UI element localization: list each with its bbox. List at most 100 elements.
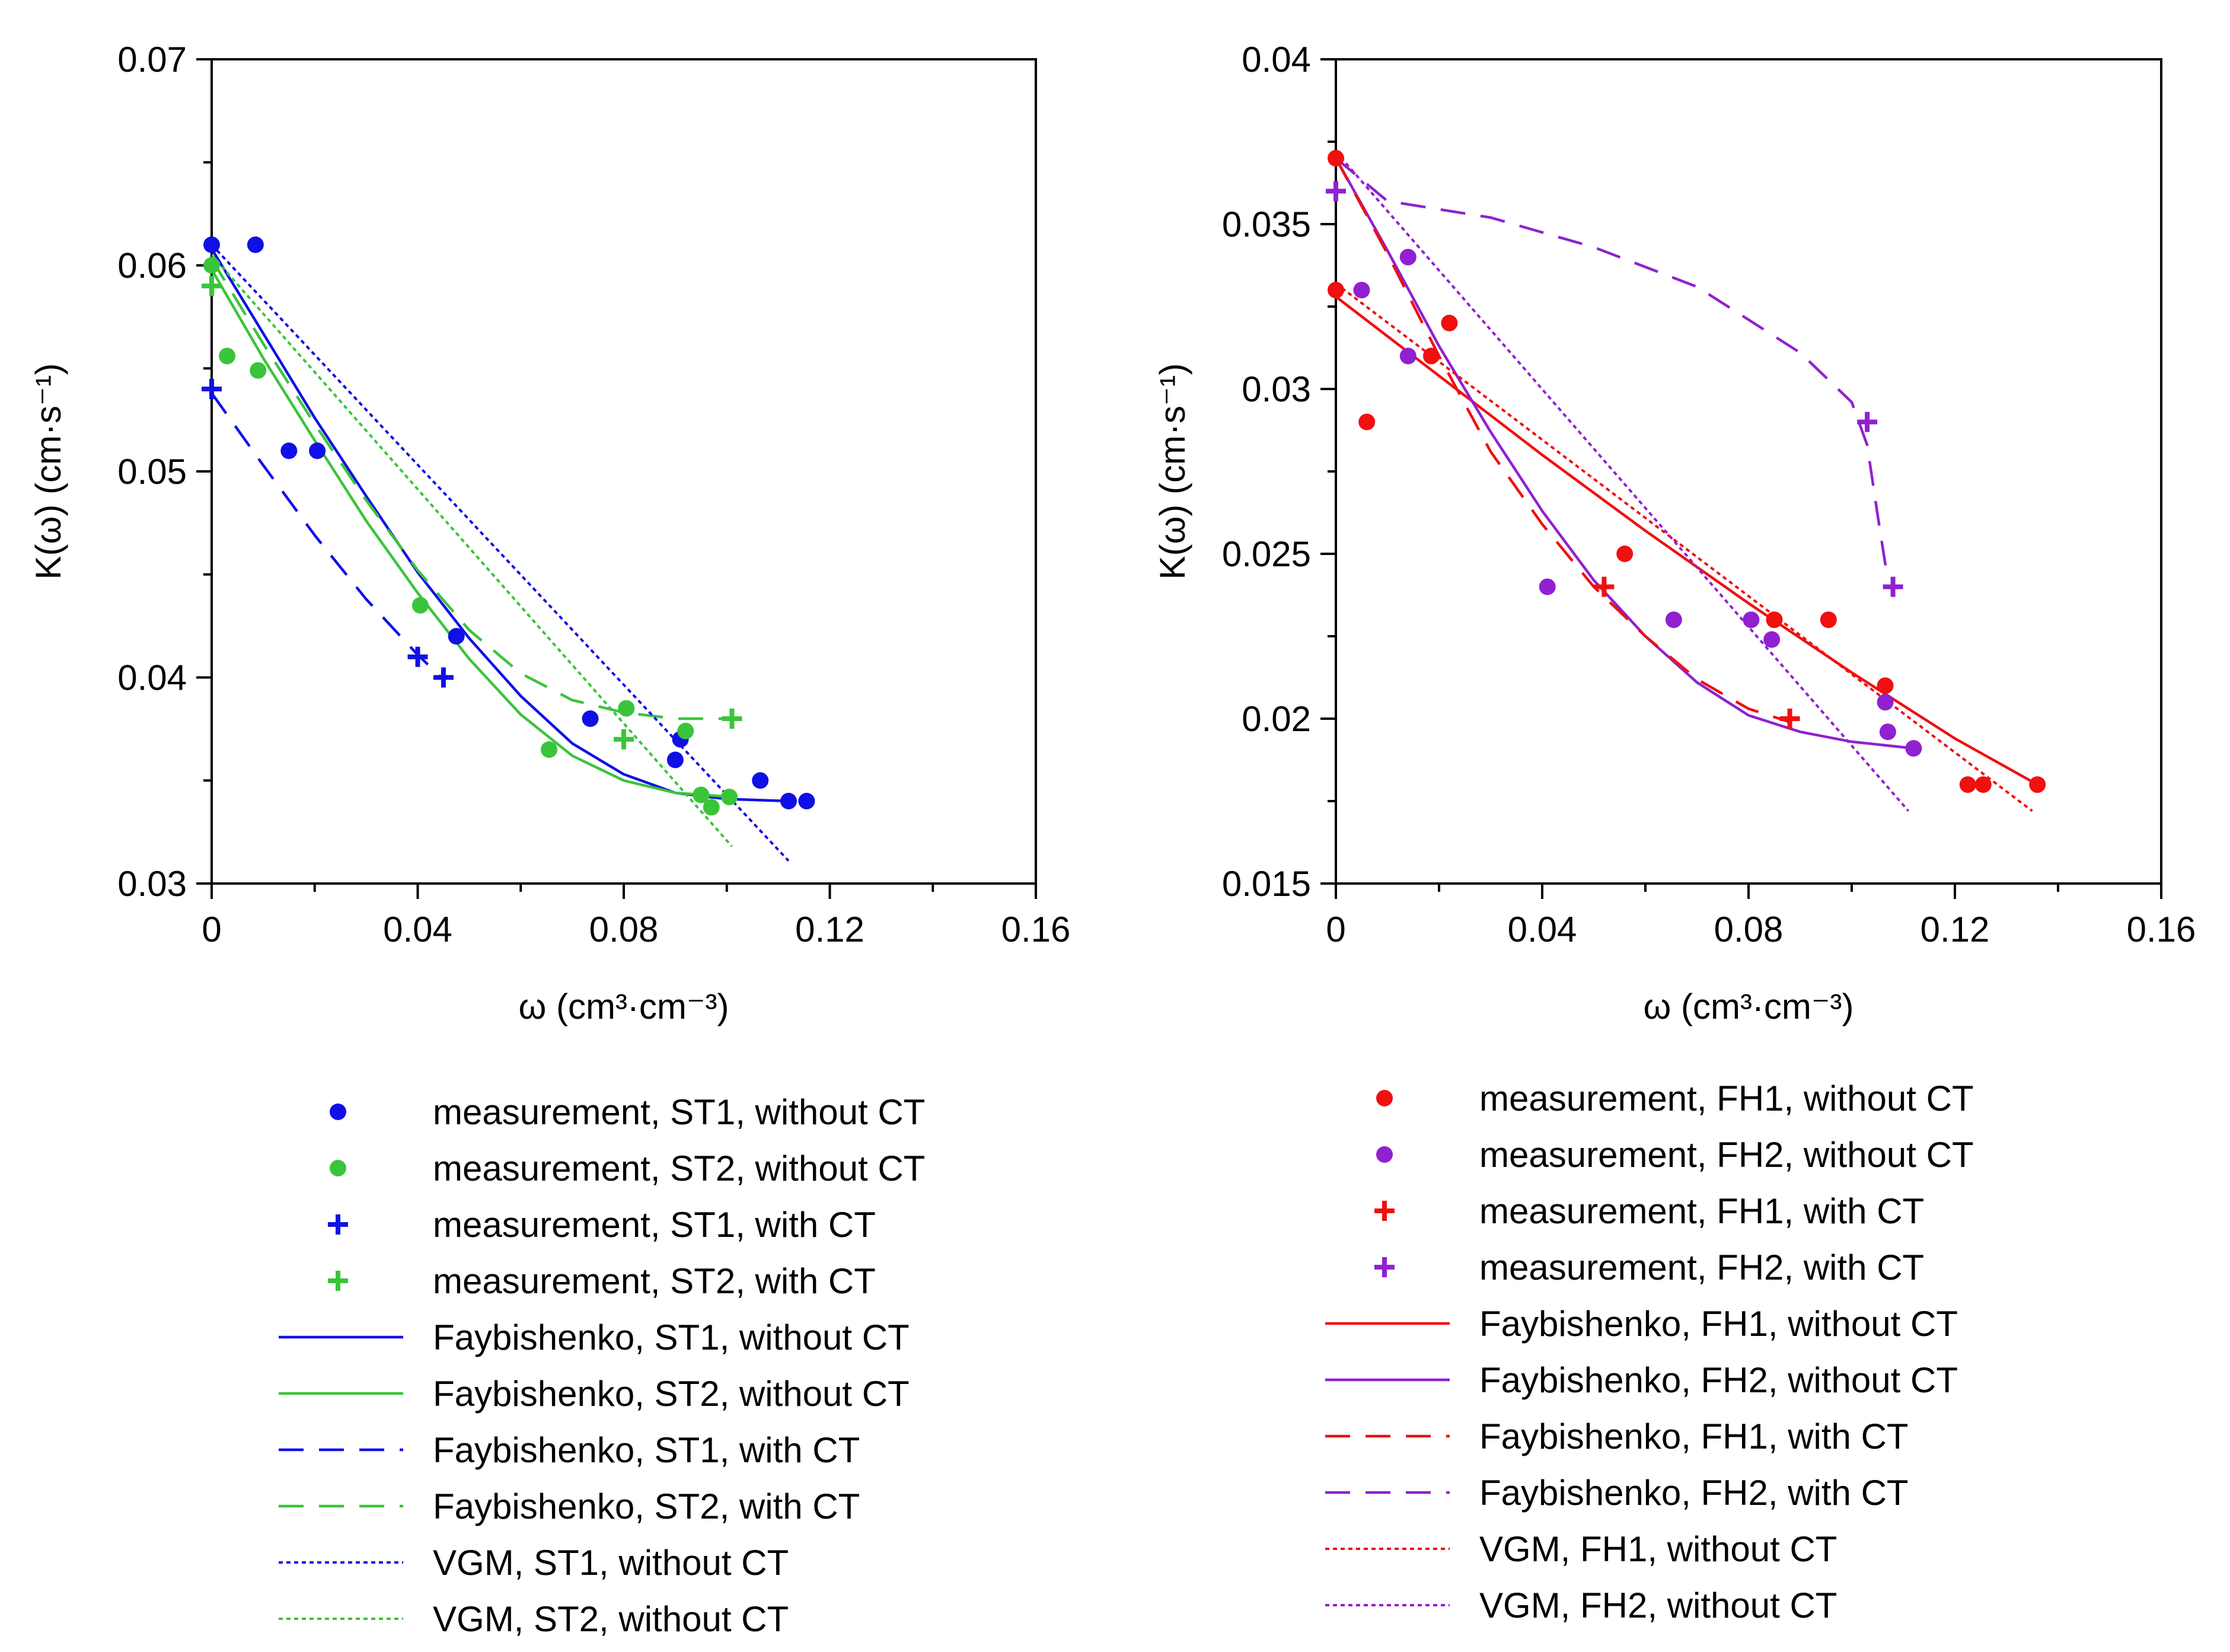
x-tick-label: 0.04	[1508, 910, 1577, 949]
data-point-measurement-fh2-without-ct	[1539, 578, 1556, 595]
data-point-measurement-st2-with-ct	[202, 276, 222, 296]
data-point-measurement-st2-without-ct	[541, 741, 558, 758]
legend-label: VGM, ST2, without CT	[433, 1599, 789, 1639]
x-axis-title: ω (cm³·cm⁻³)	[1643, 987, 1853, 1026]
legend-swatch	[1374, 1201, 1395, 1221]
y-axis-title: K(ω) (cm·s⁻¹)	[28, 363, 68, 579]
plot-area	[212, 244, 790, 862]
legend-item-measurement-fh1-with-ct: measurement, FH1, with CT	[1374, 1191, 1924, 1231]
legend-label: measurement, FH2, with CT	[1479, 1248, 1924, 1287]
y-axis-title: K(ω) (cm·s⁻¹)	[1153, 363, 1192, 579]
right-chart: 0 0.04 0.08 0.12 0.16 0.015 0.02 0.025 0.03 0.035…	[1153, 40, 2196, 1026]
legend-swatch	[1374, 1257, 1395, 1277]
y-tick-label: 0.02	[1242, 699, 1311, 739]
right-legend: measurement, FH1, without CT measurement,…	[1325, 1079, 1974, 1625]
series-line-faybishenko-fh1-with-ct	[1336, 157, 1791, 723]
legend-item-measurement-st1-without-ct: measurement, ST1, without CT	[330, 1092, 925, 1132]
legend-item-faybishenko-fh1-without-ct: Faybishenko, FH1, without CT	[1325, 1304, 1958, 1344]
data-point-measurement-fh1-without-ct	[2029, 776, 2046, 793]
data-point-measurement-st1-with-ct	[202, 379, 222, 399]
legend-item-measurement-st1-with-ct: measurement, ST1, with CT	[328, 1205, 876, 1245]
data-point-measurement-st2-without-ct	[219, 347, 236, 365]
legend-item-vgm-fh1-without-ct: VGM, FH1, without CT	[1325, 1529, 1837, 1569]
legend-item-measurement-fh2-without-ct: measurement, FH2, without CT	[1376, 1135, 1974, 1175]
left-chart: 0 0.04 0.08 0.12 0.16 0.03 0.04 0.05 0.06 0.07 ω (…	[28, 40, 1070, 1026]
data-point-measurement-st2-without-ct	[250, 362, 267, 379]
series-line-faybishenko-st2-with-ct	[212, 258, 727, 720]
data-point-measurement-fh1-without-ct	[1820, 611, 1837, 629]
y-tick-label: 0.05	[117, 452, 187, 492]
legend-label: measurement, ST2, with CT	[433, 1261, 876, 1301]
x-tick-label: 0	[202, 910, 221, 949]
series-line-vgm-fh1-without-ct	[1336, 282, 2033, 812]
data-point-measurement-st1-without-ct	[309, 442, 326, 460]
data-point-measurement-fh2-without-ct	[1879, 723, 1896, 741]
y-tick-label: 0.04	[117, 658, 187, 698]
legend-item-faybishenko-st1-without-ct: Faybishenko, ST1, without CT	[279, 1318, 910, 1357]
series-line-faybishenko-st2-without-ct	[212, 269, 732, 799]
data-point-measurement-st2-without-ct	[693, 786, 710, 803]
data-point-measurement-fh1-with-ct	[1594, 576, 1615, 597]
legend-label: Faybishenko, ST2, with CT	[433, 1487, 860, 1526]
data-point-measurement-st2-without-ct	[618, 700, 635, 717]
legend-item-vgm-st1-without-ct: VGM, ST1, without CT	[279, 1543, 789, 1583]
data-point-measurement-fh2-without-ct	[1399, 347, 1417, 365]
legend-label: measurement, ST1, with CT	[433, 1205, 876, 1245]
legend-item-faybishenko-fh2-with-ct: Faybishenko, FH2, with CT	[1325, 1473, 1909, 1513]
data-point-measurement-fh1-without-ct	[1766, 611, 1783, 629]
legend-item-measurement-fh2-with-ct: measurement, FH2, with CT	[1374, 1248, 1924, 1287]
legend-label: VGM, FH1, without CT	[1479, 1529, 1837, 1569]
legend-swatch	[328, 1214, 348, 1235]
x-tick-label: 0	[1326, 910, 1345, 949]
legend-label: Faybishenko, FH1, with CT	[1479, 1417, 1909, 1456]
legend-label: Faybishenko, FH2, without CT	[1479, 1360, 1958, 1400]
data-point-measurement-st2-without-ct	[203, 257, 220, 274]
data-point-measurement-st2-without-ct	[703, 799, 720, 816]
data-point-measurement-fh2-without-ct	[1905, 740, 1922, 757]
plot-area	[1336, 151, 2038, 812]
x-tick-label: 0.08	[589, 910, 659, 949]
legend-label: measurement, FH2, without CT	[1479, 1135, 1974, 1175]
legend-item-faybishenko-fh1-with-ct: Faybishenko, FH1, with CT	[1325, 1417, 1909, 1456]
data-point-measurement-st2-without-ct	[677, 722, 694, 739]
data-point-measurement-st1-without-ct	[448, 628, 465, 645]
legend-item-faybishenko-fh2-without-ct: Faybishenko, FH2, without CT	[1325, 1360, 1958, 1400]
data-point-measurement-st1-without-ct	[280, 442, 298, 460]
legend-label: Faybishenko, ST1, with CT	[433, 1430, 860, 1470]
legend-swatch	[330, 1104, 346, 1120]
data-point-measurement-fh1-without-ct	[1974, 776, 1992, 793]
legend-label: measurement, ST1, without CT	[433, 1092, 925, 1132]
left-legend: measurement, ST1, without CT measurement,…	[279, 1092, 925, 1639]
legend-swatch	[1376, 1146, 1393, 1163]
legend-label: Faybishenko, ST2, without CT	[433, 1374, 910, 1414]
data-point-measurement-fh2-with-ct	[1857, 412, 1878, 432]
x-tick-label: 0.08	[1714, 910, 1784, 949]
data-point-measurement-fh2-without-ct	[1665, 611, 1682, 629]
y-tick-label: 0.025	[1222, 534, 1311, 574]
data-point-measurement-st1-with-ct	[407, 646, 428, 667]
legend-item-faybishenko-st1-with-ct: Faybishenko, ST1, with CT	[279, 1430, 860, 1470]
x-tick-label: 0.16	[1001, 910, 1071, 949]
data-point-measurement-fh1-without-ct	[1422, 347, 1440, 365]
y-tick-label: 0.03	[117, 864, 187, 904]
data-point-measurement-st1-without-ct	[798, 793, 815, 809]
legend-label: measurement, FH1, with CT	[1479, 1191, 1924, 1231]
data-point-measurement-fh2-without-ct	[1877, 694, 1894, 711]
legend-item-measurement-st2-with-ct: measurement, ST2, with CT	[328, 1261, 876, 1301]
data-point-measurement-st2-with-ct	[614, 729, 634, 750]
data-point-measurement-fh1-with-ct	[1779, 709, 1800, 729]
legend-label: Faybishenko, FH1, without CT	[1479, 1304, 1958, 1344]
legend-swatch	[328, 1271, 348, 1291]
y-tick-label: 0.03	[1242, 369, 1311, 409]
data-point-measurement-st1-without-ct	[666, 751, 684, 768]
data-point-measurement-fh1-without-ct	[1328, 282, 1344, 299]
legend-item-faybishenko-st2-with-ct: Faybishenko, ST2, with CT	[279, 1487, 860, 1526]
y-tick-label: 0.07	[117, 40, 187, 79]
data-point-measurement-st1-without-ct	[582, 710, 599, 727]
legend-label: Faybishenko, FH2, with CT	[1479, 1473, 1909, 1513]
data-point-measurement-fh1-without-ct	[1441, 314, 1458, 331]
x-axis-title: ω (cm³·cm⁻³)	[518, 987, 729, 1026]
legend-item-faybishenko-st2-without-ct: Faybishenko, ST2, without CT	[279, 1374, 910, 1414]
y-tick-label: 0.06	[117, 246, 187, 286]
